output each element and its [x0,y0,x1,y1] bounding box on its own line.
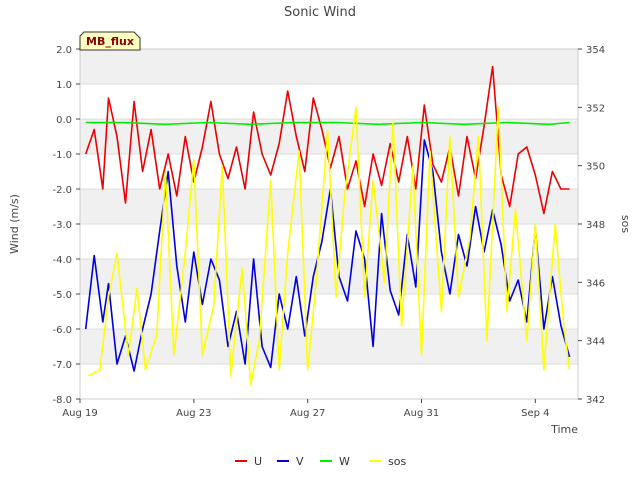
x-tick-label: Aug 19 [62,408,97,419]
x-tick-label: Aug 27 [290,408,325,419]
legend-label-u: U [254,455,262,468]
left-tick-label: 2.0 [56,45,72,56]
background-band [80,294,578,329]
left-tick-label: 0.0 [56,115,72,126]
background-band [80,364,578,399]
right-tick-label: 352 [586,103,605,114]
right-y-axis-label: sos [619,215,632,233]
right-tick-label: 346 [586,278,605,289]
x-axis-label: Time [550,423,578,436]
legend-label-w: W [339,455,350,468]
right-tick-label: 344 [586,337,605,348]
left-tick-label: -5.0 [52,290,72,301]
right-axis-ticks: 342 344 346 348 350 352 354 [578,45,605,406]
x-axis-ticks: Aug 19 Aug 23 Aug 27 Aug 31 Sep 4 [62,399,550,419]
series-line-sos [88,106,571,386]
legend-label-v: V [296,455,304,468]
right-tick-label: 354 [586,45,605,56]
left-tick-label: -3.0 [52,220,72,231]
badge-label: MB_flux [86,35,134,48]
data-series [84,65,571,386]
background-band [80,259,578,294]
x-tick-label: Aug 23 [176,408,211,419]
left-tick-label: -7.0 [52,360,72,371]
left-tick-label: -6.0 [52,325,72,336]
right-tick-label: 348 [586,220,605,231]
left-tick-label: 1.0 [56,80,72,91]
legend-label-sos: sos [388,455,406,468]
left-y-axis-label: Wind (m/s) [8,194,21,254]
mb-flux-badge: MB_flux [79,31,141,51]
left-tick-label: -1.0 [52,150,72,161]
left-tick-label: -4.0 [52,255,72,266]
x-tick-label: Aug 31 [404,408,439,419]
background-band [80,329,578,364]
background-band [80,84,578,119]
badge-shape [79,31,141,51]
background-band [80,49,578,84]
right-tick-label: 342 [586,395,605,406]
left-tick-label: -2.0 [52,185,72,196]
series-line-w [85,121,570,126]
left-axis-ticks: -8.0 -7.0 -6.0 -5.0 -4.0 -3.0 -2.0 -1.0 0.0 1.0 2.… [52,45,80,406]
chart-title: Sonic Wind [284,5,356,20]
left-tick-label: -8.0 [52,395,72,406]
right-tick-label: 350 [586,162,605,173]
x-tick-label: Sep 4 [521,408,549,419]
